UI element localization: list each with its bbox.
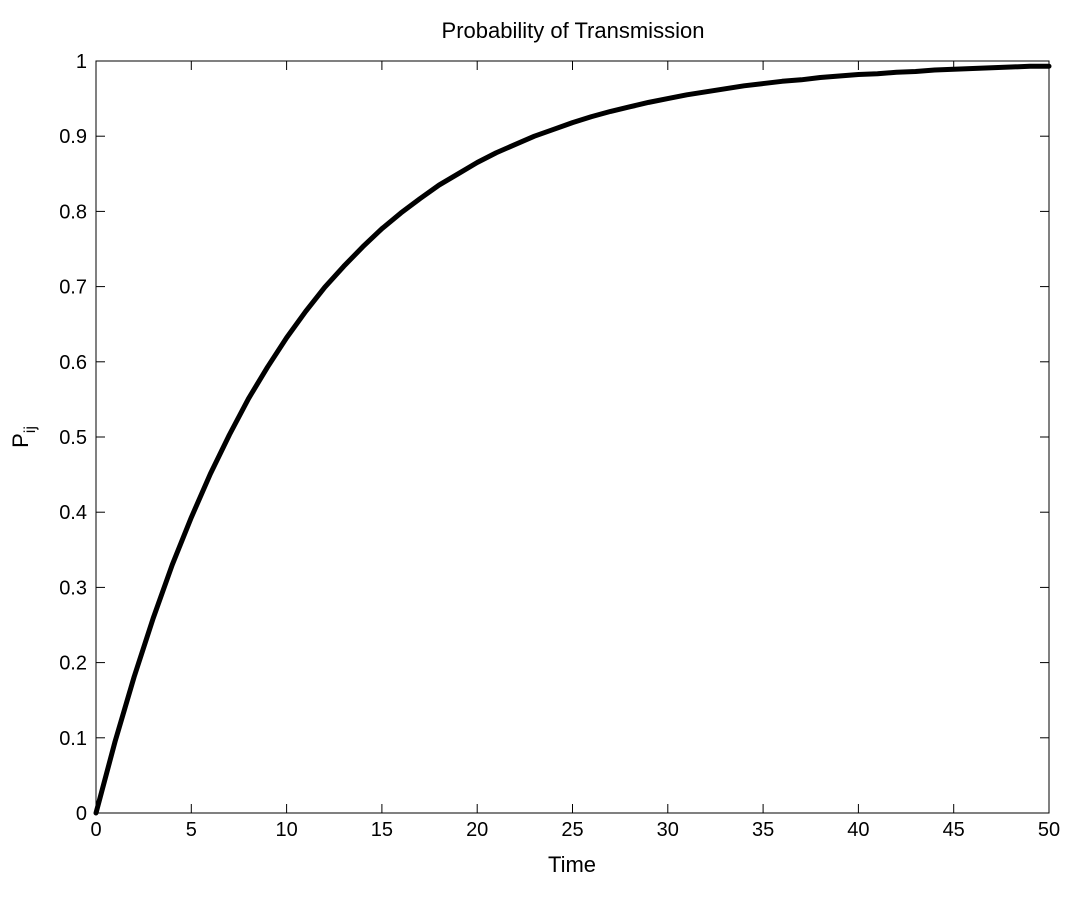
x-tick-label: 0 [90,819,101,841]
plot-area [95,60,1050,814]
y-tick-label: 0.7 [59,277,87,299]
y-axis-label-subscript: ij [22,426,39,433]
y-tick-label: 0.2 [59,653,87,675]
x-axis-label: Time [548,852,596,877]
y-tick-label: 0 [76,803,87,825]
y-tick-label: 0.5 [59,427,87,449]
series-layer [93,63,1052,816]
chart-title: Probability of Transmission [442,18,705,43]
y-tick-label: 0.6 [59,352,87,374]
y-axis-label: Pij [8,426,39,448]
y-tick-label: 0.1 [59,728,87,750]
y-tick-label: 0.3 [59,577,87,599]
y-tick-label: 0.4 [59,502,87,524]
y-axis-label-main: P [8,433,33,448]
y-tick-label: 0.8 [59,201,87,223]
x-tick-label: 25 [561,819,583,841]
x-tick-label: 15 [371,819,393,841]
x-tick-label: 45 [943,819,965,841]
x-tick-label: 40 [847,819,869,841]
x-tick-label: 10 [275,819,297,841]
x-tick-label: 5 [186,819,197,841]
x-tick-label: 50 [1038,819,1060,841]
x-tick-label: 30 [657,819,679,841]
y-tick-label: 1 [76,51,87,73]
y-axis: 0 0.1 0.2 0.3 0.4 0.5 0.6 0.7 0.8 0.9 1 [59,51,1049,825]
series-line-0 [93,63,1052,816]
y-tick-label: 0.9 [59,126,87,148]
x-axis: 0 5 10 15 20 25 30 35 40 45 50 [90,61,1060,841]
x-tick-label: 35 [752,819,774,841]
x-tick-label: 20 [466,819,488,841]
